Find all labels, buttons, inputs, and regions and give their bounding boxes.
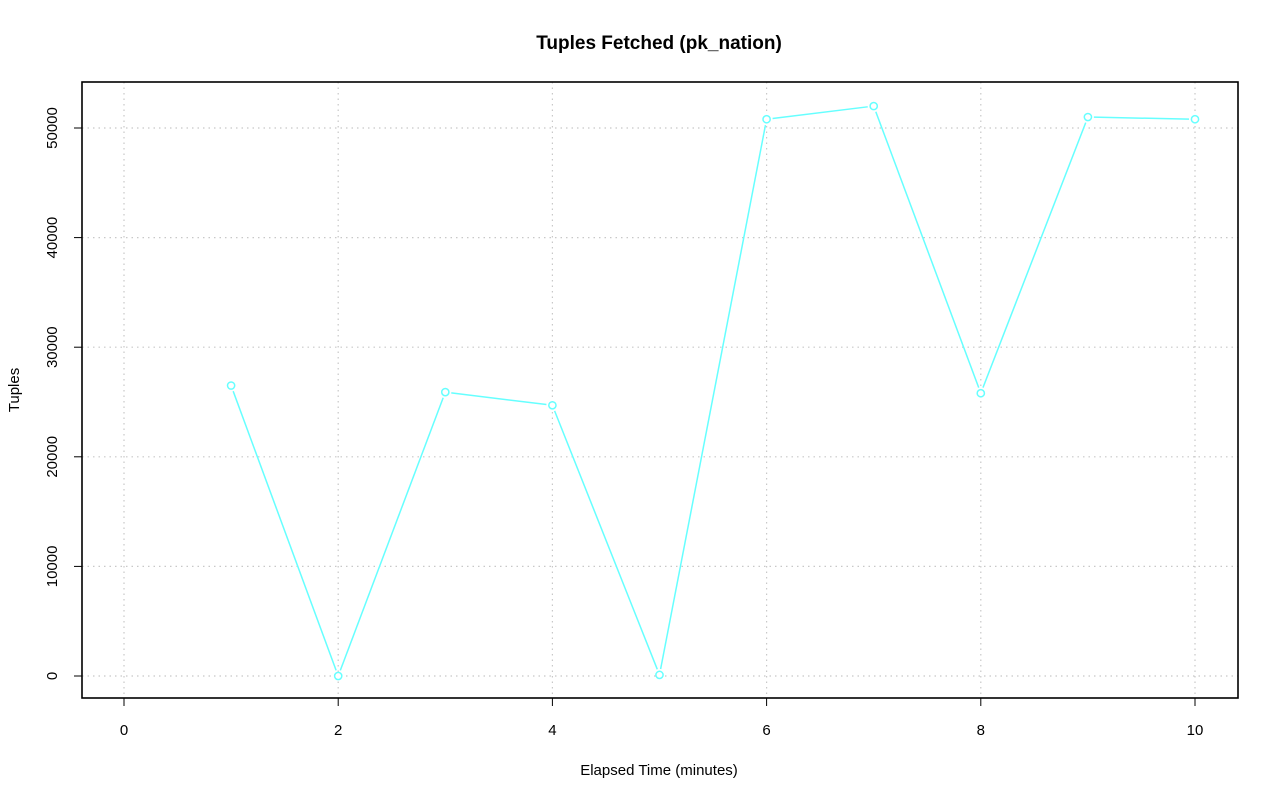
series-line-segment xyxy=(553,410,658,670)
x-axis-label: Elapsed Time (minutes) xyxy=(580,762,738,779)
y-tick-label: 30000 xyxy=(44,326,61,368)
data-point xyxy=(655,670,664,680)
y-axis-label: Tuples xyxy=(6,368,23,412)
data-point xyxy=(440,387,450,397)
data-point xyxy=(1083,112,1093,122)
series-line-segment xyxy=(772,106,868,120)
data-point xyxy=(869,101,879,111)
series-line-segment xyxy=(982,122,1087,388)
series-line-segment xyxy=(659,124,767,670)
data-point xyxy=(226,381,236,390)
series-line-segment xyxy=(232,390,337,671)
chart-title: Tuples Fetched (pk_nation) xyxy=(536,33,782,54)
x-axis: 0 2 4 6 8 10 xyxy=(120,698,1204,739)
data-point xyxy=(1190,114,1200,124)
data-point xyxy=(762,114,771,124)
series-layer xyxy=(226,101,1200,681)
series-line-segment xyxy=(875,111,980,388)
y-tick-label: 0 xyxy=(44,672,61,680)
grid xyxy=(82,82,1238,698)
y-tick-label: 40000 xyxy=(44,217,61,259)
data-point xyxy=(333,671,343,681)
x-tick-label: 0 xyxy=(120,722,128,739)
series-line-segment xyxy=(451,392,547,406)
x-tick-label: 8 xyxy=(977,722,985,739)
y-tick-label: 20000 xyxy=(44,436,61,478)
plot-frame xyxy=(81,81,1239,699)
series-line-segment xyxy=(1093,116,1190,120)
x-tick-label: 2 xyxy=(334,722,342,739)
y-tick-label: 50000 xyxy=(44,107,61,149)
y-tick-label: 10000 xyxy=(44,546,61,588)
series-line-segment xyxy=(339,397,444,671)
x-tick-label: 10 xyxy=(1187,722,1204,739)
data-point xyxy=(976,388,986,398)
data-point xyxy=(548,400,557,410)
x-tick-label: 4 xyxy=(548,722,556,739)
x-tick-label: 6 xyxy=(762,722,770,739)
y-axis: 0 10000 20000 30000 40000 50000 xyxy=(44,107,82,680)
